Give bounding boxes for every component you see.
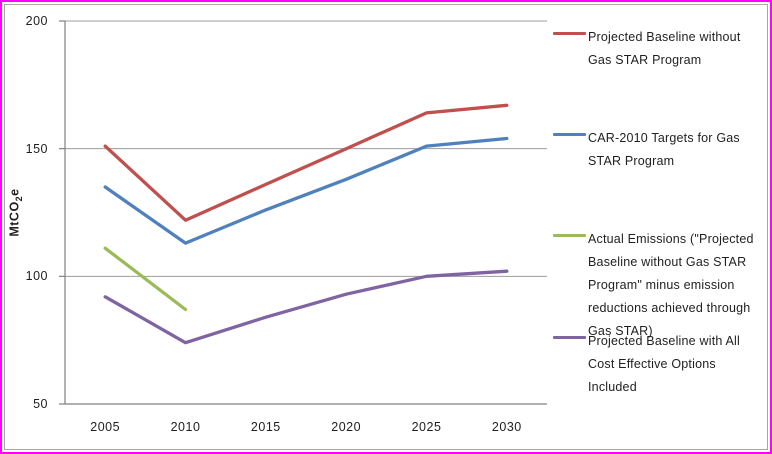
x-tick-label: 2020 [331,420,362,434]
legend-sample-line [553,234,586,238]
legend-label-line: Gas STAR) [588,324,653,338]
legend-label-line: STAR Program [588,154,675,168]
legend-sample-line [553,133,586,137]
legend-label-line: Included [588,380,637,394]
x-tick-label: 2025 [411,420,442,434]
chart-frame [4,4,768,450]
y-tick-label: 150 [25,141,48,156]
x-tick-label: 2015 [250,420,281,434]
legend-item-actual-emissions: Actual Emissions ("Projected Baseline wi… [553,228,768,343]
legend-label-line: Projected Baseline with All [588,334,741,348]
series-line [103,136,509,245]
series-line [103,246,188,312]
legend-label-line: reductions achieved through [588,301,751,315]
y-tick-label: 100 [25,269,48,284]
legend-label-line: Projected Baseline without [588,30,741,44]
x-tick-label: 2010 [170,420,201,434]
y-tick-label: 50 [33,397,48,411]
y-axis-title-text-suffix: e [7,188,22,196]
y-axis-title: MtCO2e [8,153,25,273]
legend-label-line: Actual Emissions ("Projected [588,232,754,246]
x-tick-label: 2005 [90,420,121,434]
y-axis-title-subscript: 2 [14,195,24,202]
legend-item-projected-baseline-without: Projected Baseline without Gas STAR Prog… [553,26,768,72]
legend-label-line: Gas STAR Program [588,53,702,67]
series-line [103,269,509,345]
legend-item-projected-baseline-with-options: Projected Baseline with All Cost Effecti… [553,330,768,399]
legend-label-line: Cost Effective Options [588,357,716,371]
legend-label-line: Program" minus emission [588,278,735,292]
legend-sample-line [553,336,586,340]
legend-label-line: CAR-2010 Targets for Gas [588,131,740,145]
legend-sample-line [553,32,586,36]
y-tick-label: 200 [25,14,48,28]
x-tick-label: 2030 [491,420,522,434]
series-line [103,103,509,222]
legend-item-car-2010-targets: CAR-2010 Targets for Gas STAR Program [553,127,768,173]
legend-label-line: Baseline without Gas STAR [588,255,747,269]
y-axis-title-text: MtCO [7,201,22,237]
